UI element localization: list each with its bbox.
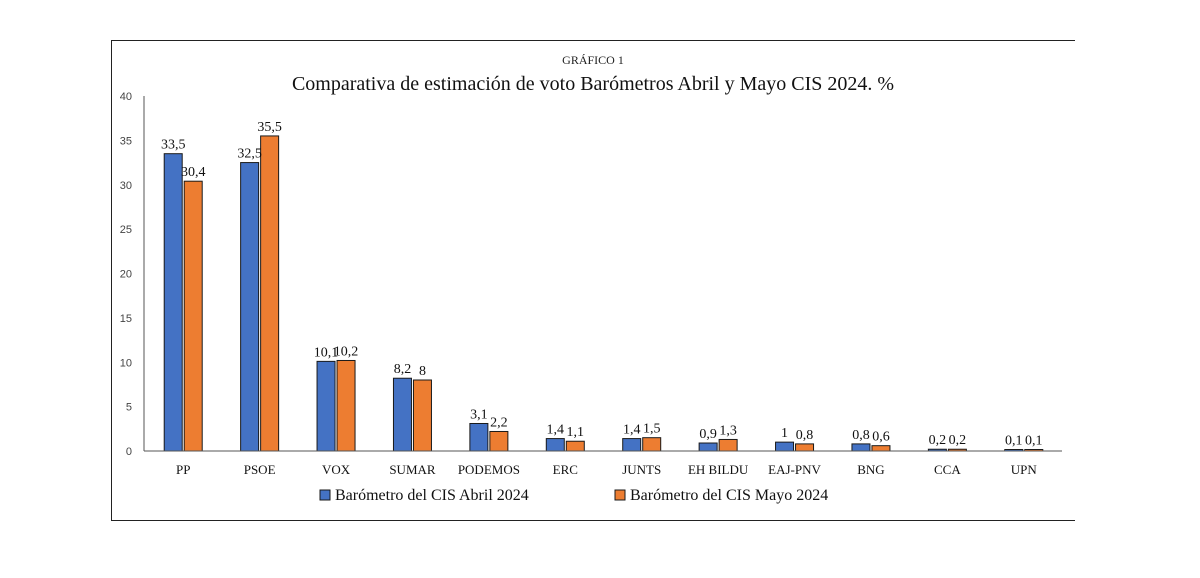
y-axis: 0 5 10 15 20 25 30 35 40 [120, 91, 145, 458]
chart-title: Comparativa de estimación de voto Baróme… [292, 73, 894, 95]
bar-mayo-sumar [412, 379, 432, 452]
x-tick-label: PSOE [244, 462, 276, 477]
y-tick-label: 30 [120, 180, 132, 192]
data-label: 0,6 [872, 430, 890, 445]
data-label: 3,1 [470, 407, 488, 422]
legend: Barómetro del CIS Abril 2024 Barómetro de… [319, 487, 828, 504]
x-tick-label: VOX [322, 462, 351, 477]
data-label: 2,2 [490, 415, 508, 430]
data-label: 0,8 [852, 428, 870, 443]
x-tick-label: EAJ-PNV [768, 462, 821, 477]
bar-mayo-psoe [260, 135, 280, 452]
bar-mayo-vox [336, 359, 356, 452]
bar-abril-podemos [469, 422, 489, 452]
data-label: 10,2 [334, 344, 359, 359]
data-label: 1,4 [623, 423, 641, 438]
data-label: 35,5 [257, 120, 282, 135]
bars [163, 135, 1044, 452]
data-label: 30,4 [181, 165, 206, 180]
x-tick-label: PODEMOS [458, 462, 520, 477]
bar-abril-psoe [240, 162, 260, 452]
bar-abril-eaj-pnv [775, 441, 795, 452]
bar-abril-junts [622, 438, 642, 452]
bar-mayo-podemos [489, 430, 509, 452]
bar-mayo-eh-bildu [718, 438, 738, 452]
legend-swatch [614, 489, 626, 501]
data-label: 1,5 [643, 422, 661, 437]
data-label: 0,9 [699, 427, 717, 442]
chart-svg: GRÁFICO 1 Comparativa de estimación de v… [120, 53, 1062, 504]
data-label: 0,8 [796, 428, 814, 443]
y-tick-label: 5 [126, 402, 132, 414]
y-tick-label: 25 [120, 224, 132, 236]
chart-frame: GRÁFICO 1 Comparativa de estimación de v… [111, 40, 1075, 521]
data-label: 8,2 [394, 362, 412, 377]
data-label: 32,5 [237, 147, 262, 162]
chart-subtitle: GRÁFICO 1 [562, 53, 624, 67]
legend-swatch [319, 489, 331, 501]
x-tick-label: CCA [934, 462, 961, 477]
bar-abril-erc [545, 438, 565, 452]
bar-mayo-junts [642, 437, 662, 452]
y-tick-label: 20 [120, 269, 132, 281]
data-label: 0,1 [1025, 434, 1043, 449]
x-tick-label: UPN [1011, 462, 1038, 477]
data-label: 8 [419, 364, 426, 379]
data-labels: 33,530,432,535,510,110,28,2 83,12,2 1,4 1,1… [161, 120, 1043, 449]
data-label: 0,1 [1005, 434, 1023, 449]
data-label: 33,5 [161, 138, 186, 153]
x-tick-label: SUMAR [389, 462, 436, 477]
data-label: 0,2 [949, 433, 967, 448]
data-label: 10,1 [314, 345, 339, 360]
data-label: 1,3 [719, 423, 737, 438]
data-label: 1 [781, 426, 788, 441]
y-tick-label: 0 [126, 446, 132, 458]
legend-label: Barómetro del CIS Mayo 2024 [630, 487, 828, 504]
bar-mayo-erc [565, 440, 585, 452]
bar-mayo-pp [183, 180, 203, 452]
x-tick-label: PP [176, 462, 190, 477]
y-tick-label: 10 [120, 357, 132, 369]
x-axis: PP PSOE VOX SUMAR PODEMOS ERC JUNTS EH BILDU EAJ… [144, 450, 1062, 477]
data-label: 0,2 [929, 433, 947, 448]
x-tick-label: JUNTS [622, 462, 661, 477]
legend-label: Barómetro del CIS Abril 2024 [335, 487, 529, 504]
x-tick-label: EH BILDU [688, 462, 749, 477]
bar-mayo-bng [871, 445, 891, 452]
data-label: 1,1 [567, 425, 585, 440]
data-label: 1,4 [547, 423, 565, 438]
y-tick-label: 15 [120, 313, 132, 325]
bar-abril-eh-bildu [698, 442, 718, 452]
x-tick-label: ERC [553, 462, 578, 477]
y-tick-label: 40 [120, 91, 132, 103]
bar-abril-pp [163, 153, 183, 452]
bar-mayo-eaj-pnv [795, 443, 815, 452]
x-tick-label: BNG [857, 462, 884, 477]
y-tick-label: 35 [120, 135, 132, 147]
bar-abril-vox [316, 360, 336, 452]
bar-abril-sumar [392, 377, 412, 452]
bar-abril-bng [851, 443, 871, 452]
